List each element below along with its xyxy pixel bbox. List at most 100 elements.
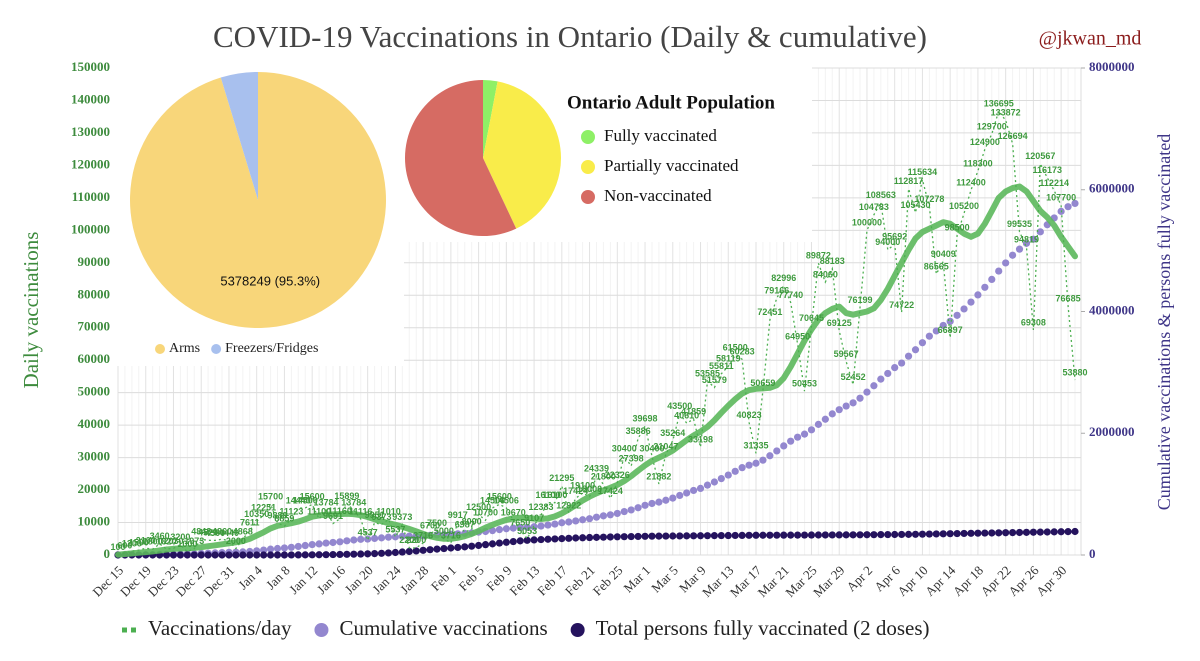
data-label: 12251: [251, 503, 276, 513]
data-point: [481, 541, 490, 549]
data-point: [169, 551, 178, 559]
data-label: 60283: [730, 347, 755, 357]
data-point: [641, 532, 649, 540]
data-label: 76199: [848, 295, 873, 305]
data-point: [308, 540, 316, 549]
data-point: [932, 530, 940, 538]
data-label: 94819: [1014, 235, 1039, 245]
data-label: 107700: [1046, 193, 1076, 203]
data-point: [828, 410, 836, 418]
data-point: [849, 399, 857, 407]
data-label: 3200: [170, 532, 190, 542]
data-point: [891, 363, 899, 372]
data-point: [579, 516, 587, 524]
y-tick-label: 50000: [78, 384, 111, 399]
data-point: [364, 550, 372, 558]
data-label: 10350: [244, 509, 269, 519]
data-point: [821, 531, 829, 539]
data-point: [530, 536, 538, 544]
data-point: [1029, 528, 1037, 536]
data-point: [523, 536, 531, 544]
data-point: [384, 533, 393, 541]
y-tick-label: 80000: [78, 286, 111, 301]
data-label: 12383: [529, 502, 554, 512]
data-point: [863, 388, 871, 396]
data-point: [794, 433, 802, 441]
legend-marker: [581, 190, 595, 204]
data-point: [287, 551, 295, 559]
data-point: [988, 275, 996, 284]
data-point: [377, 534, 386, 542]
data-label: 82996: [771, 273, 796, 283]
data-label: 6987: [455, 520, 475, 530]
data-point: [960, 529, 968, 538]
data-label: 100: [110, 542, 125, 552]
data-label: 13784: [341, 498, 366, 508]
data-point: [953, 311, 961, 319]
data-label: 15600: [487, 492, 512, 502]
data-point: [308, 551, 316, 559]
data-label: 2000: [226, 536, 246, 546]
data-point: [981, 529, 989, 537]
data-point: [620, 533, 628, 541]
data-label: 95692: [882, 232, 907, 242]
data-point: [260, 551, 268, 559]
data-point: [260, 546, 268, 554]
data-point: [710, 532, 718, 540]
data-label: 86565: [924, 261, 949, 271]
y2-tick-label: 8000000: [1089, 59, 1135, 74]
data-label: 24339: [584, 463, 609, 473]
data-point: [634, 532, 642, 541]
data-point: [918, 530, 927, 538]
data-point: [849, 531, 857, 539]
data-point: [509, 524, 517, 532]
data-point: [731, 531, 739, 540]
data-point: [350, 550, 358, 558]
data-point: [364, 535, 372, 543]
data-point: [981, 283, 989, 291]
data-point: [773, 531, 781, 539]
data-point: [1036, 528, 1044, 536]
data-point: [1057, 528, 1065, 536]
data-label: 13784: [314, 498, 339, 508]
data-label: 31335: [743, 441, 768, 451]
data-point: [370, 534, 379, 543]
data-label: 16100: [542, 490, 567, 500]
data-point: [759, 531, 767, 539]
data-point: [918, 339, 927, 347]
data-point: [856, 394, 864, 402]
data-point: [1064, 203, 1072, 211]
data-point: [925, 332, 933, 340]
plot: 1006001200150021001800346018202030320010…: [110, 99, 1088, 559]
data-label: 120567: [1025, 151, 1055, 161]
data-label: 15600: [300, 492, 325, 502]
data-point: [384, 549, 393, 557]
y-tick-label: 10000: [78, 514, 111, 529]
data-point: [336, 538, 344, 546]
data-point: [863, 531, 871, 539]
legend-label: Cumulative vaccinations: [339, 616, 547, 640]
data-point: [509, 537, 517, 546]
y2-tick-label: 6000000: [1089, 181, 1135, 196]
data-label: 4848: [191, 527, 211, 537]
data-point: [599, 533, 608, 541]
data-point: [800, 531, 809, 539]
data-point: [579, 534, 587, 542]
data-point: [488, 540, 497, 548]
data-label: 88183: [820, 256, 845, 266]
data-point: [974, 529, 982, 537]
data-label: 4500: [205, 528, 225, 538]
data-label: 50453: [792, 379, 817, 389]
data-point: [696, 532, 705, 540]
data-label: 126694: [998, 131, 1028, 141]
data-point: [828, 531, 836, 539]
data-point: [301, 541, 309, 550]
data-label: 59567: [834, 349, 859, 359]
data-point: [877, 531, 885, 539]
data-label: 11010: [376, 507, 401, 517]
data-point: [669, 494, 677, 502]
data-point: [537, 522, 545, 530]
data-point: [357, 535, 365, 543]
data-label: 108563: [866, 190, 896, 200]
data-label: 11116: [349, 506, 373, 516]
